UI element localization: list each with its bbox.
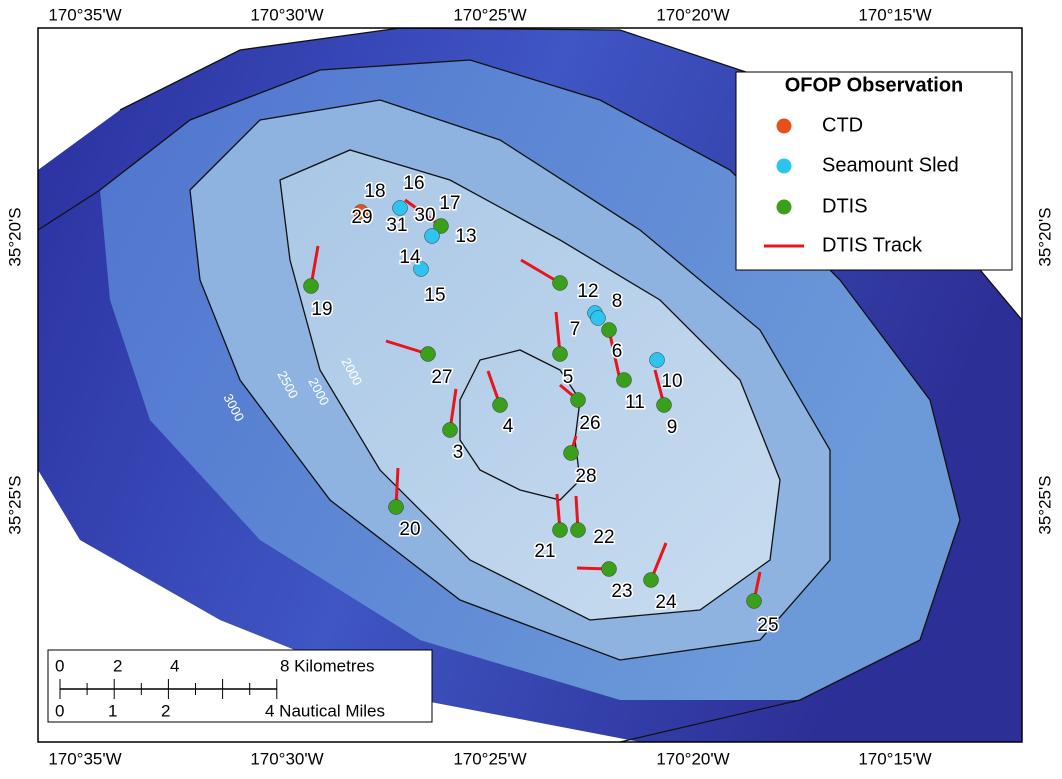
scale-nm-label: 1	[108, 701, 117, 720]
bottom-label: 170°15'W	[858, 749, 931, 768]
scale-km-label: 4	[170, 656, 179, 675]
station-label: 27	[431, 367, 452, 388]
station-point	[602, 562, 617, 577]
station-label: 18	[364, 181, 385, 202]
station-label: 5	[563, 367, 574, 388]
legend-marker	[777, 200, 792, 215]
station-label: 19	[311, 299, 332, 320]
station-point	[553, 276, 568, 291]
scale-km-label: 8 Kilometres	[280, 656, 374, 675]
station-point	[425, 229, 440, 244]
right-label: 35°20'S	[1035, 207, 1054, 266]
scale-nm-label: 0	[55, 701, 64, 720]
station-label: 11	[625, 392, 645, 413]
station-point	[564, 446, 579, 461]
station-point	[553, 523, 568, 538]
top-label: 170°35'W	[48, 5, 121, 24]
station-point	[553, 347, 568, 362]
station-label: 16	[403, 173, 424, 194]
bottom-label: 170°20'W	[656, 749, 729, 768]
station-label: 17	[439, 193, 460, 214]
bottom-label: 170°35'W	[48, 749, 121, 768]
scale-nm-label: 4 Nautical Miles	[265, 701, 385, 720]
station-label: 15	[424, 285, 445, 306]
legend-label: CTD	[822, 114, 863, 136]
legend-label: DTIS Track	[822, 234, 923, 256]
station-label: 28	[575, 466, 596, 487]
station-label: 4	[503, 416, 514, 437]
station-label: 30	[414, 205, 435, 226]
top-label: 170°30'W	[250, 5, 323, 24]
station-label: 25	[757, 615, 778, 636]
station-point	[657, 398, 672, 413]
station-label: 21	[534, 541, 555, 562]
station-point	[443, 423, 458, 438]
legend-label: DTIS	[822, 195, 868, 217]
station-label: 13	[455, 226, 476, 247]
left-label: 35°25'S	[5, 475, 24, 534]
station-label: 29	[351, 207, 372, 228]
station-label: 14	[399, 247, 421, 268]
station-label: 9	[667, 417, 678, 438]
station-point	[602, 323, 617, 338]
scale-nm-label: 2	[161, 701, 170, 720]
scale-km-label: 0	[55, 656, 64, 675]
station-point	[571, 523, 586, 538]
station-label: 8	[612, 291, 623, 312]
station-point	[591, 311, 606, 326]
left-label: 35°20'S	[5, 207, 24, 266]
legend-title: OFOP Observation	[785, 74, 964, 96]
station-label: 31	[386, 215, 407, 236]
station-point	[389, 500, 404, 515]
station-point	[571, 393, 586, 408]
station-label: 7	[570, 319, 581, 340]
station-label: 26	[579, 413, 600, 434]
station-label: 10	[661, 371, 682, 392]
right-label: 35°25'S	[1035, 475, 1054, 534]
legend-marker	[777, 159, 792, 174]
bottom-label: 170°25'W	[453, 749, 526, 768]
station-label: 22	[593, 527, 614, 548]
station-point	[650, 353, 665, 368]
legend-marker	[777, 119, 792, 134]
station-point	[644, 573, 659, 588]
top-label: 170°15'W	[858, 5, 931, 24]
station-point	[421, 347, 436, 362]
station-point	[747, 594, 762, 609]
top-label: 170°25'W	[453, 5, 526, 24]
station-label: 20	[399, 519, 420, 540]
station-label: 24	[655, 592, 677, 613]
top-label: 170°20'W	[656, 5, 729, 24]
station-point	[393, 201, 408, 216]
bottom-label: 170°30'W	[250, 749, 323, 768]
station-label: 3	[453, 442, 464, 463]
station-point	[304, 279, 319, 294]
scale-km-label: 2	[113, 656, 122, 675]
legend-label: Seamount Sled	[822, 154, 959, 176]
map: 3000250020002000191829163130171314151287…	[0, 0, 1062, 774]
station-label: 23	[611, 581, 632, 602]
station-label: 12	[577, 281, 598, 302]
station-point	[617, 373, 632, 388]
station-point	[493, 398, 508, 413]
station-label: 6	[612, 341, 623, 362]
